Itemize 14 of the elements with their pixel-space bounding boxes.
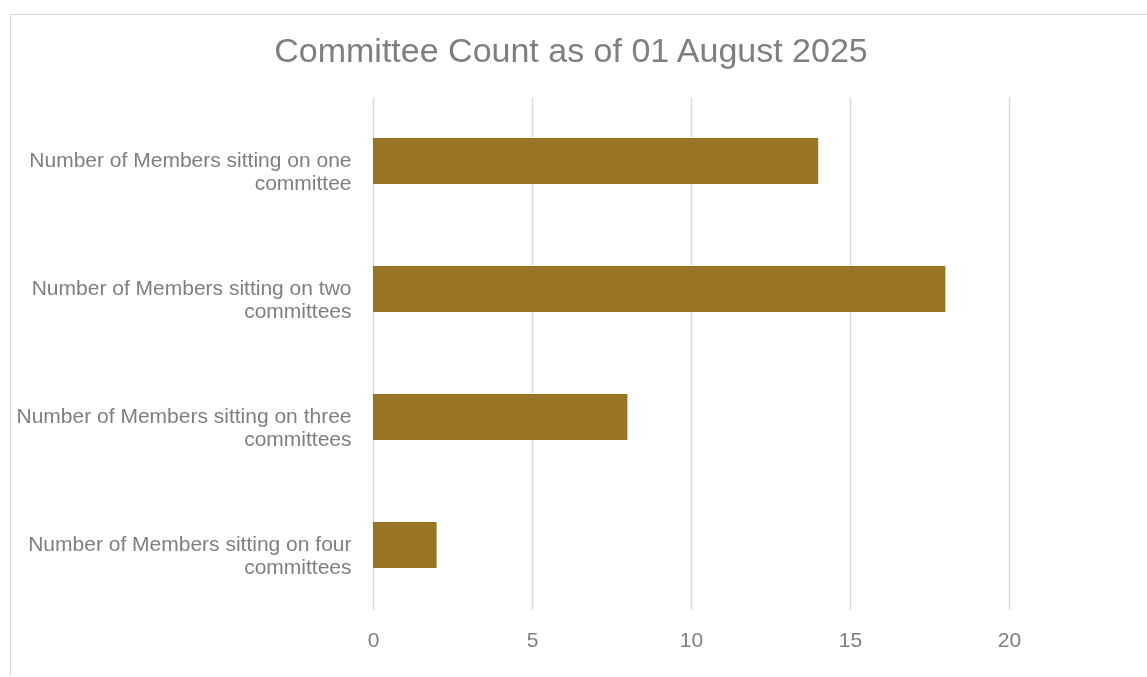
y-tick-label: Number of Members sitting on three committees — [16, 404, 352, 450]
x-tick-label: 20 — [997, 627, 1022, 651]
x-tick-label: 10 — [679, 627, 704, 651]
chart-title: Committee Count as of 01 August 2025 — [274, 31, 868, 69]
y-tick-label: Number of Members sitting on one committee — [29, 148, 352, 194]
x-tick-label: 15 — [838, 627, 863, 651]
x-tick-label: 5 — [526, 627, 539, 651]
bar — [373, 265, 946, 313]
y-tick-label: Number of Members sitting on two committees — [31, 276, 352, 322]
x-tick-label: 0 — [367, 627, 380, 651]
y-tick-label: Number of Members sitting on four committees — [28, 532, 352, 578]
bar — [373, 137, 819, 185]
bar — [373, 393, 628, 441]
bar — [373, 521, 437, 569]
